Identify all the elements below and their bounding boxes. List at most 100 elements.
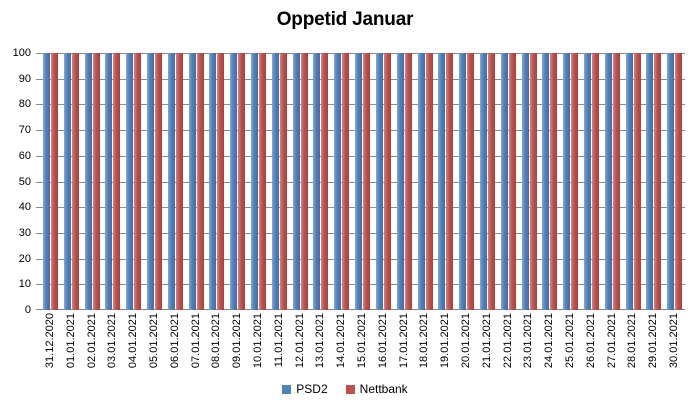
category-group	[519, 53, 540, 310]
bar-nettbank	[363, 53, 371, 310]
legend-label-nettbank: Nettbank	[359, 382, 408, 396]
y-tick	[36, 104, 40, 105]
bar-psd2	[584, 53, 592, 310]
x-axis-label-text: 04.01.2021	[127, 313, 140, 369]
category-group	[186, 53, 207, 310]
y-tick	[36, 182, 40, 183]
y-axis-label: 60	[18, 150, 31, 162]
bar-psd2	[396, 53, 404, 310]
bar-psd2	[646, 53, 654, 310]
legend-swatch-psd2	[282, 384, 292, 394]
x-axis-label: 06.01.2021	[165, 313, 186, 377]
x-axis-label-text: 31.12.2020	[43, 313, 56, 369]
bar-nettbank	[154, 53, 162, 310]
x-axis-label: 05.01.2021	[144, 313, 165, 377]
bar-nettbank	[300, 53, 308, 310]
bar-nettbank	[383, 53, 391, 310]
bar-nettbank	[279, 53, 287, 310]
category-group	[352, 53, 373, 310]
bar-psd2	[604, 53, 612, 310]
x-axis-label-text: 02.01.2021	[85, 313, 98, 369]
y-tick	[36, 156, 40, 157]
bar-nettbank	[654, 53, 662, 310]
bar-nettbank	[342, 53, 350, 310]
bar-psd2	[563, 53, 571, 310]
x-axis-label: 10.01.2021	[248, 313, 269, 377]
category-group	[102, 53, 123, 310]
x-axis-label-text: 12.01.2021	[293, 313, 306, 369]
x-axis-label: 28.01.2021	[623, 313, 644, 377]
x-axis-label-text: 10.01.2021	[251, 313, 264, 369]
bar-psd2	[63, 53, 71, 310]
y-axis-label: 80	[18, 98, 31, 110]
y-axis-label: 50	[18, 176, 31, 188]
x-axis-label: 07.01.2021	[186, 313, 207, 377]
x-axis-label-text: 05.01.2021	[147, 313, 160, 369]
category-group	[498, 53, 519, 310]
category-group	[623, 53, 644, 310]
legend-label-psd2: PSD2	[296, 382, 328, 396]
category-group	[394, 53, 415, 310]
bar-nettbank	[113, 53, 121, 310]
category-group	[373, 53, 394, 310]
x-axis-label-text: 07.01.2021	[189, 313, 202, 369]
bar-psd2	[459, 53, 467, 310]
bar-nettbank	[92, 53, 100, 310]
bar-psd2	[292, 53, 300, 310]
y-axis-label: 100	[12, 47, 31, 59]
x-axis: 31.12.2020 01.01.2021 02.01.2021 03.01.2021…	[40, 313, 685, 379]
bar-nettbank	[425, 53, 433, 310]
bar-psd2	[479, 53, 487, 310]
y-axis-label: 70	[18, 124, 31, 136]
x-axis-label-text: 27.01.2021	[605, 313, 618, 369]
bar-nettbank	[446, 53, 454, 310]
bar-nettbank	[487, 53, 495, 310]
bar-psd2	[209, 53, 217, 310]
bar-psd2	[313, 53, 321, 310]
y-axis-label: 10	[18, 278, 31, 290]
x-axis-label: 16.01.2021	[373, 313, 394, 377]
x-axis-label-text: 25.01.2021	[564, 313, 577, 369]
legend-item-nettbank: Nettbank	[345, 382, 408, 396]
gridline	[40, 104, 685, 105]
x-axis-label-text: 15.01.2021	[355, 313, 368, 369]
x-axis-label: 30.01.2021	[664, 313, 685, 377]
category-group	[477, 53, 498, 310]
gridline	[40, 233, 685, 234]
bar-psd2	[271, 53, 279, 310]
x-axis-label-text: 18.01.2021	[418, 313, 431, 369]
y-tick	[36, 309, 40, 310]
bar-psd2	[188, 53, 196, 310]
x-axis-label-text: 09.01.2021	[231, 313, 244, 369]
category-group	[227, 53, 248, 310]
y-axis-label: 40	[18, 201, 31, 213]
x-axis-label-text: 14.01.2021	[335, 313, 348, 369]
category-group	[61, 53, 82, 310]
category-group	[664, 53, 685, 310]
category-group	[40, 53, 61, 310]
x-axis-label-text: 30.01.2021	[668, 313, 681, 369]
x-axis-label-text: 06.01.2021	[168, 313, 181, 369]
bar-psd2	[417, 53, 425, 310]
x-axis-label: 27.01.2021	[602, 313, 623, 377]
x-axis-label: 29.01.2021	[643, 313, 664, 377]
x-axis-label: 24.01.2021	[539, 313, 560, 377]
y-tick	[36, 207, 40, 208]
bar-nettbank	[550, 53, 558, 310]
y-axis-label: 30	[18, 227, 31, 239]
gridline	[40, 284, 685, 285]
y-axis: 0 10 20 30 40 50 60 70 80 90 100	[0, 47, 40, 316]
bar-nettbank	[404, 53, 412, 310]
category-group	[581, 53, 602, 310]
y-tick	[36, 53, 40, 54]
x-axis-label-text: 26.01.2021	[584, 313, 597, 369]
x-axis-label: 08.01.2021	[206, 313, 227, 377]
category-group	[415, 53, 436, 310]
x-axis-label-text: 13.01.2021	[314, 313, 327, 369]
gridline	[40, 259, 685, 260]
x-axis-label-text: 20.01.2021	[460, 313, 473, 369]
bar-nettbank	[217, 53, 225, 310]
bar-psd2	[500, 53, 508, 310]
bar-nettbank	[50, 53, 58, 310]
